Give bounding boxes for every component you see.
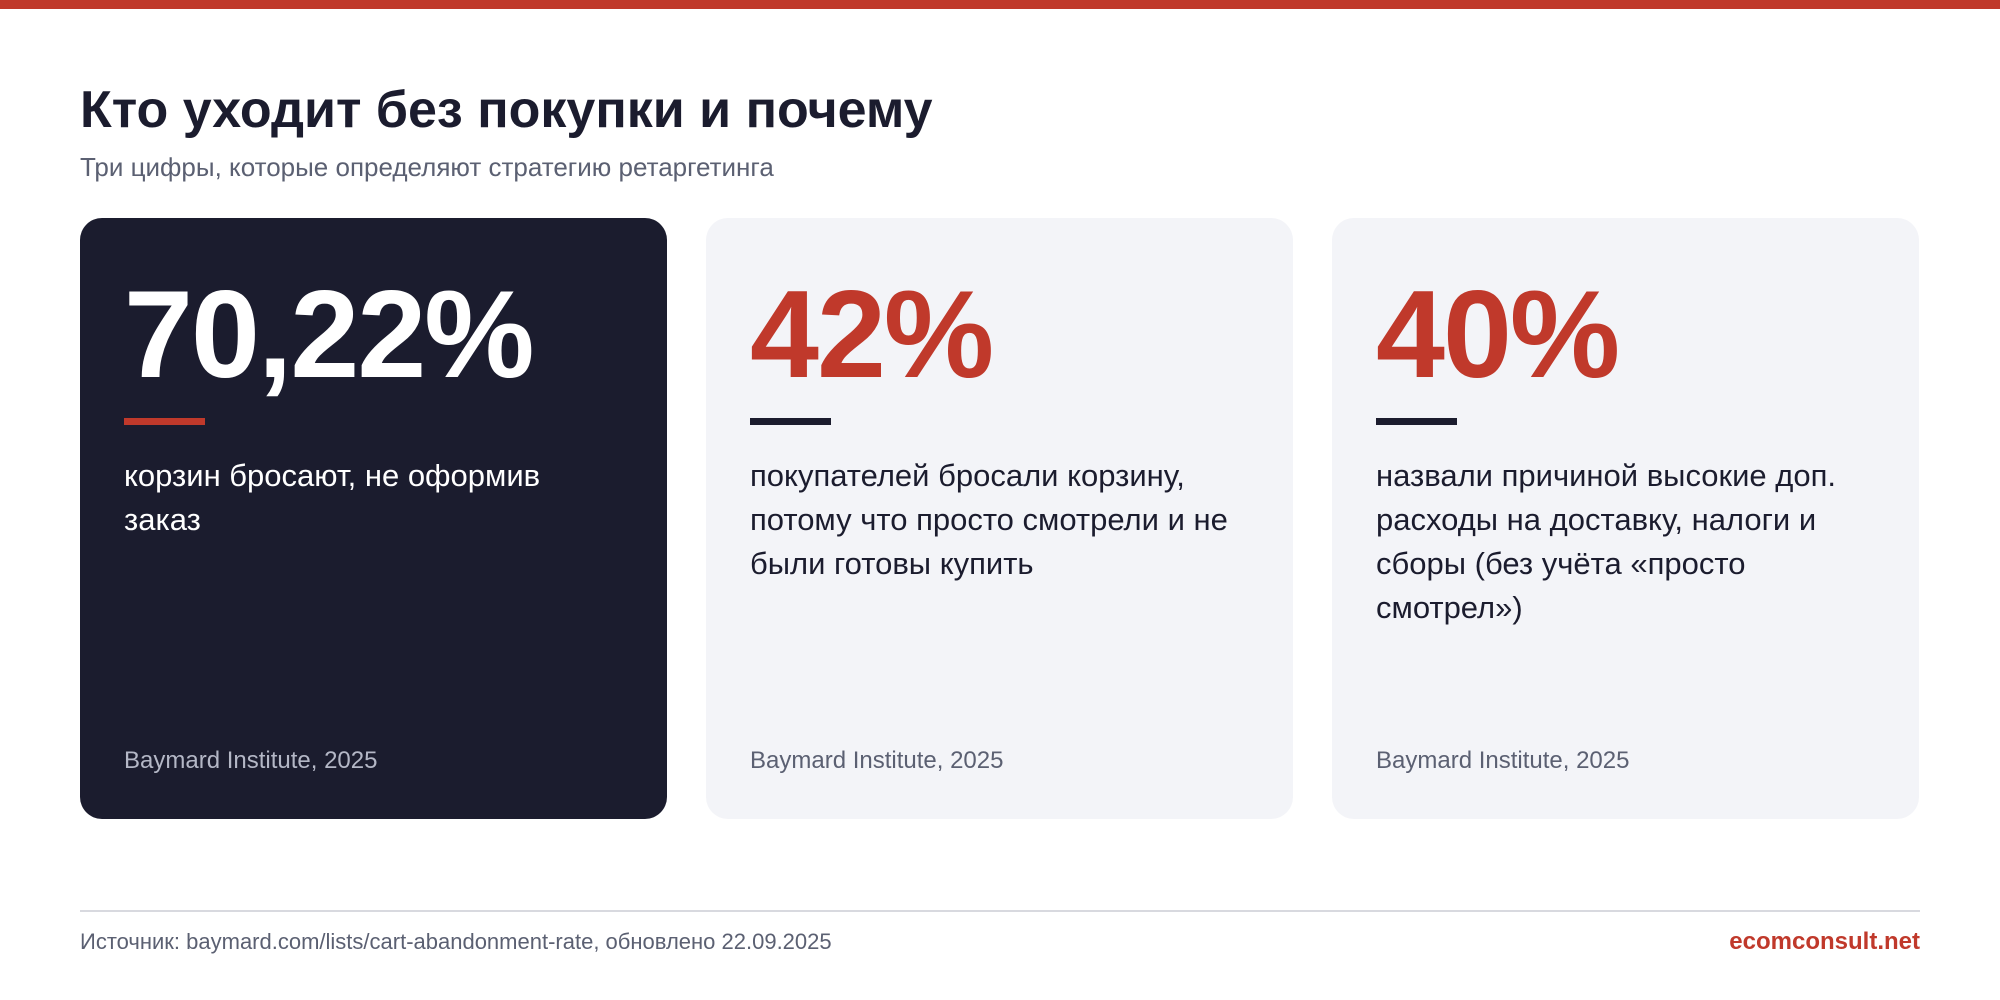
footer-divider [80, 910, 1920, 912]
footer-source: Источник: baymard.com/lists/cart-abandon… [80, 929, 832, 954]
stat-card-cart-abandonment: 70,22% корзин бросают, не оформив заказ … [80, 218, 667, 819]
stat-divider [124, 418, 205, 425]
stat-description: покупателей бросали корзину, потому что … [750, 458, 1228, 581]
stat-cards: 70,22% корзин бросают, не оформив заказ … [80, 218, 1920, 819]
stat-value: 70,22% [124, 266, 535, 404]
stat-card-just-browsing: 42% покупателей бросали корзину, потому … [706, 218, 1293, 819]
stat-value: 42% [750, 266, 994, 404]
stat-card-extra-costs: 40% назвали причиной высокие доп. расход… [1332, 218, 1919, 819]
stat-description: корзин бросают, не оформив заказ [124, 458, 541, 537]
stat-divider [1376, 418, 1457, 425]
stat-divider [750, 418, 831, 425]
stat-source: Baymard Institute, 2025 [750, 747, 1004, 774]
page-subtitle: Три цифры, которые определяют стратегию … [80, 152, 774, 182]
page-title: Кто уходит без покупки и почему [80, 81, 933, 139]
stat-source: Baymard Institute, 2025 [124, 747, 378, 774]
top-accent-bar [0, 0, 2000, 9]
brand-link[interactable]: ecomconsult.net [1729, 928, 1920, 955]
stat-value: 40% [1376, 266, 1620, 404]
stat-source: Baymard Institute, 2025 [1376, 747, 1630, 774]
stat-description: назвали причиной высокие доп. расходы на… [1376, 458, 1837, 625]
